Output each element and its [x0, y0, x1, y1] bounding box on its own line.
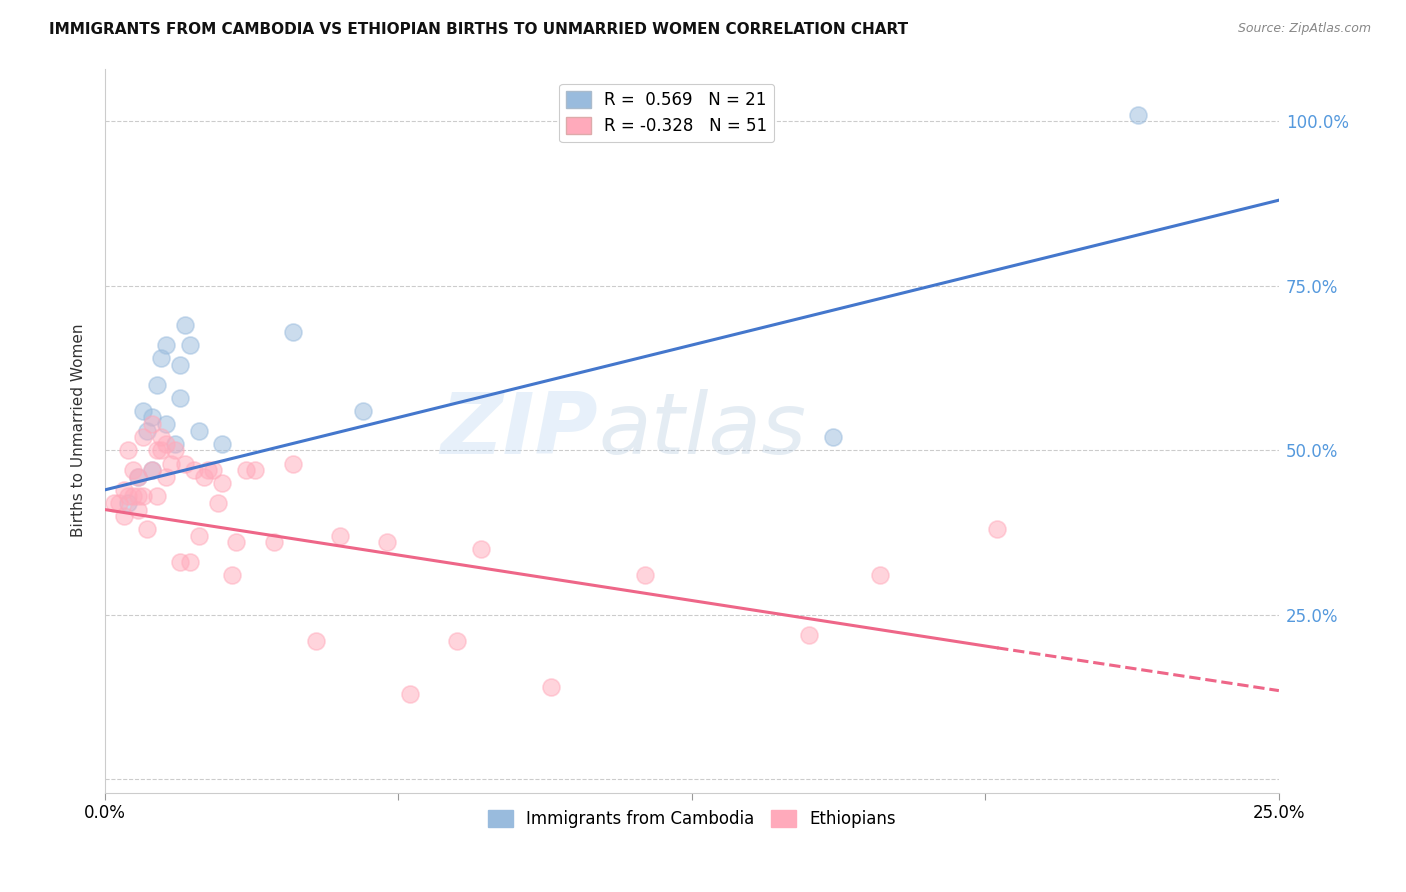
Point — [117, 490, 139, 504]
Point — [150, 430, 173, 444]
Point — [634, 568, 657, 582]
Point — [112, 483, 135, 497]
Point — [245, 463, 267, 477]
Point — [235, 463, 257, 477]
Point — [169, 555, 191, 569]
Point — [127, 502, 149, 516]
Point — [305, 634, 328, 648]
Point — [263, 535, 285, 549]
Point — [145, 490, 167, 504]
Point — [155, 436, 177, 450]
Y-axis label: Births to Unmarried Women: Births to Unmarried Women — [72, 324, 86, 537]
Point — [986, 522, 1008, 536]
Point — [127, 469, 149, 483]
Point — [211, 476, 233, 491]
Point — [187, 424, 209, 438]
Point — [117, 443, 139, 458]
Point — [193, 469, 215, 483]
Point — [869, 568, 891, 582]
Point — [155, 469, 177, 483]
Point — [131, 404, 153, 418]
Point — [352, 404, 374, 418]
Point — [165, 443, 187, 458]
Point — [141, 463, 163, 477]
Point — [103, 496, 125, 510]
Point — [470, 542, 492, 557]
Point — [169, 358, 191, 372]
Point — [150, 443, 173, 458]
Point — [187, 529, 209, 543]
Point — [145, 377, 167, 392]
Point — [165, 436, 187, 450]
Point — [145, 443, 167, 458]
Point — [201, 463, 224, 477]
Point — [1126, 107, 1149, 121]
Point — [117, 496, 139, 510]
Point — [399, 687, 422, 701]
Point — [127, 469, 149, 483]
Point — [131, 430, 153, 444]
Point — [141, 410, 163, 425]
Point — [799, 628, 821, 642]
Point — [821, 430, 844, 444]
Legend: Immigrants from Cambodia, Ethiopians: Immigrants from Cambodia, Ethiopians — [481, 804, 903, 835]
Point — [159, 457, 181, 471]
Point — [540, 681, 562, 695]
Text: atlas: atlas — [598, 389, 806, 472]
Point — [136, 424, 159, 438]
Point — [173, 318, 195, 333]
Point — [155, 417, 177, 431]
Point — [169, 391, 191, 405]
Point — [112, 509, 135, 524]
Point — [211, 436, 233, 450]
Point — [183, 463, 205, 477]
Point — [155, 338, 177, 352]
Point — [179, 338, 201, 352]
Point — [225, 535, 247, 549]
Text: IMMIGRANTS FROM CAMBODIA VS ETHIOPIAN BIRTHS TO UNMARRIED WOMEN CORRELATION CHAR: IMMIGRANTS FROM CAMBODIA VS ETHIOPIAN BI… — [49, 22, 908, 37]
Point — [329, 529, 352, 543]
Point — [281, 325, 304, 339]
Point — [197, 463, 219, 477]
Point — [221, 568, 243, 582]
Point — [141, 417, 163, 431]
Text: ZIP: ZIP — [440, 389, 598, 472]
Point — [207, 496, 229, 510]
Point — [150, 351, 173, 366]
Point — [122, 490, 145, 504]
Point — [108, 496, 131, 510]
Point — [141, 463, 163, 477]
Text: Source: ZipAtlas.com: Source: ZipAtlas.com — [1237, 22, 1371, 36]
Point — [122, 463, 145, 477]
Point — [179, 555, 201, 569]
Point — [136, 522, 159, 536]
Point — [281, 457, 304, 471]
Point — [446, 634, 468, 648]
Point — [127, 490, 149, 504]
Point — [375, 535, 398, 549]
Point — [173, 457, 195, 471]
Point — [131, 490, 153, 504]
